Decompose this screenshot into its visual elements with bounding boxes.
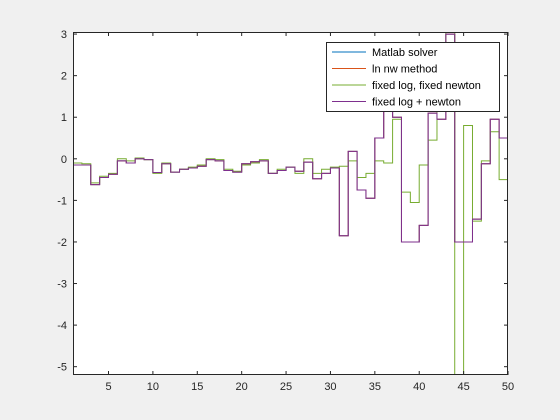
x-tick-label: 35 xyxy=(369,381,381,393)
y-tick-label: 0 xyxy=(61,154,67,166)
series-line-4 xyxy=(73,33,508,243)
series-layer xyxy=(73,32,508,375)
axes-frame xyxy=(73,32,508,375)
y-tick-label: -3 xyxy=(57,279,67,291)
x-tick-label: 5 xyxy=(105,381,111,393)
y-tick-label: -1 xyxy=(57,195,67,207)
y-tick-label: -4 xyxy=(57,320,67,332)
x-tick-label: 10 xyxy=(147,381,159,393)
x-tick-label: 40 xyxy=(413,381,425,393)
legend-box xyxy=(326,42,500,112)
x-tick-label: 25 xyxy=(280,381,292,393)
y-tick-label: 2 xyxy=(61,71,67,83)
x-tick-label: 15 xyxy=(191,381,203,393)
legend-label: Matlab solver xyxy=(372,47,438,59)
x-tick-label: 20 xyxy=(236,381,248,393)
axes-box xyxy=(73,32,508,375)
legend: Matlab solver ln nw method fixed log, fixe… xyxy=(326,42,500,112)
y-tick-label: 1 xyxy=(61,112,67,124)
y-tick-label: -5 xyxy=(57,362,67,374)
x-tick-label: 30 xyxy=(324,381,336,393)
y-tick-label: -2 xyxy=(57,237,67,249)
legend-label: ln nw method xyxy=(372,64,437,76)
y-tick-label: 3 xyxy=(61,29,67,41)
x-tick-label: 45 xyxy=(457,381,469,393)
x-tick-label: 50 xyxy=(502,381,514,393)
legend-label: fixed log, fixed newton xyxy=(372,80,481,92)
legend-label: fixed log + newton xyxy=(372,97,461,109)
